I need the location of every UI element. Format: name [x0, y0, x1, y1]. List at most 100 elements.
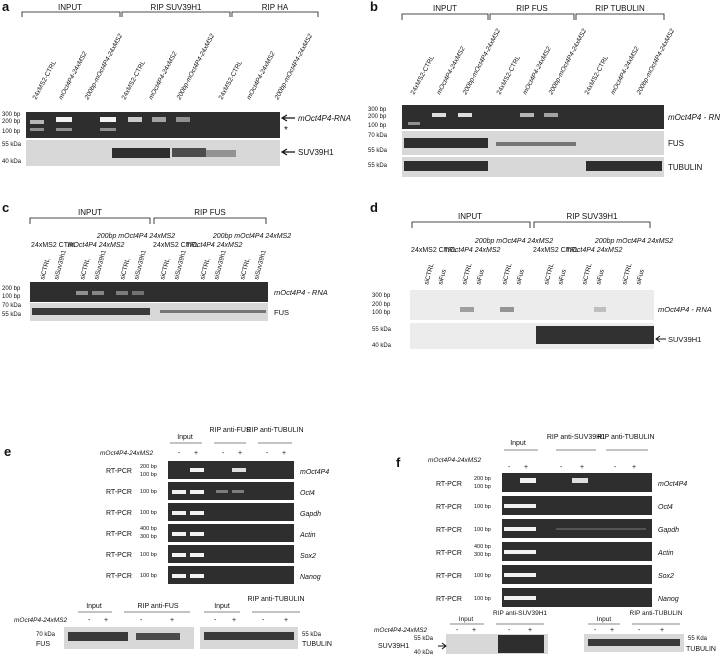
group-label: Input	[510, 440, 526, 447]
sign: +	[610, 627, 614, 634]
method-label: RT-PCR	[436, 573, 462, 580]
lane-label: 200bp-mOct4P4-24xMS2	[175, 33, 216, 102]
lane-label: mOct4P4-24xMS2	[610, 45, 641, 96]
panel-letter: d	[370, 200, 378, 215]
rtpcr-row: RT-PCR 100 bp Oct4	[106, 482, 315, 500]
gene-label: Actin	[657, 550, 674, 557]
marker-label: 55 kDa	[368, 163, 388, 169]
condition-label: 24xMS2 CTRL	[533, 247, 579, 254]
marker-label: 100 bp	[2, 129, 21, 135]
rtpcr-row: RT-PCR 100 bp Gapdh	[106, 503, 321, 521]
marker-label: 300 bp	[140, 534, 157, 540]
marker-label: 100 bp	[474, 573, 491, 579]
marker-label: 400 bp	[474, 544, 491, 550]
method-label: RT-PCR	[436, 550, 462, 557]
lane-label: 200bp-mOct4P4-24xMS2	[461, 28, 502, 97]
lane-label: mOct4P4-24xMS2	[148, 50, 179, 101]
marker-label: 300 bp	[474, 552, 491, 558]
marker-label: 55 kDa	[368, 148, 388, 154]
marker-label: 100 bp	[368, 123, 387, 129]
marker-label: 55 Kda	[688, 636, 708, 642]
lane-label: siFus	[595, 268, 606, 286]
sign: +	[524, 464, 528, 471]
protein-label: FUS	[668, 139, 684, 148]
marker-label: 200 bp	[372, 302, 391, 308]
lane-label: siCTRL	[461, 262, 473, 285]
condition-label: 200bp mOct4P4 24xMS2	[212, 233, 291, 240]
condition-label: mOct4P4 24xMS2	[444, 247, 501, 254]
lane-label: siCTRL	[239, 257, 251, 280]
condition-label: 200bp mOct4P4 24xMS2	[474, 238, 553, 245]
rna-label: mOct4P4 - RNA	[658, 305, 712, 314]
marker-label: 100 bp	[474, 527, 491, 533]
marker-label: 100 bp	[372, 310, 391, 316]
condition-label: mOct4P4 24xMS2	[186, 242, 243, 249]
gene-label: Actin	[299, 532, 316, 539]
sign: +	[282, 450, 286, 457]
lane-label: siCTRL	[423, 262, 435, 285]
arrow-icon	[438, 642, 447, 650]
marker-label: 55 kDa	[302, 632, 322, 638]
marker-label: 55 kDa	[372, 327, 392, 333]
group-label: INPUT	[458, 212, 482, 221]
rtpcr-row: RT-PCR 100 bp Nanog	[436, 588, 679, 607]
sign: -	[594, 627, 597, 634]
group-label: RIP anti-TUBULIN	[247, 596, 304, 603]
asterisk-label: *	[284, 125, 288, 136]
sign: +	[232, 617, 236, 624]
lane-label: siSuv39h1	[173, 249, 188, 281]
arrow-icon	[280, 148, 295, 156]
rtpcr-row: RT-PCR 100 bp Gapdh	[436, 519, 679, 538]
arrow-icon	[655, 335, 666, 343]
method-label: RT-PCR	[106, 510, 132, 517]
rtpcr-row: RT-PCR 100 bp Sox2	[436, 565, 674, 584]
sign: +	[472, 627, 476, 634]
method-label: RT-PCR	[436, 481, 462, 488]
lane-label: mOct4P4-24xMS2	[58, 50, 89, 101]
marker-label: 40 kDa	[372, 343, 392, 349]
marker-label: 100 bp	[474, 484, 491, 490]
lane-label: siSuv39h1	[133, 249, 148, 281]
marker-label: 200 bp	[368, 114, 387, 120]
construct-label: mOct4P4-24xMS2	[14, 617, 67, 624]
rtpcr-row: RT-PCR 400 bp 300 bp Actin	[106, 524, 316, 542]
lane-label: 200bp-mOct4P4-24xMS2	[273, 33, 314, 102]
sign: -	[266, 450, 269, 457]
group-label: Input	[214, 603, 230, 610]
rtpcr-row: RT-PCR 100 bp Oct4	[436, 496, 673, 515]
group-label: RIP FUS	[516, 4, 547, 13]
group-label: RIP anti-SUV39H1	[547, 434, 605, 441]
panel-a: a INPUT RIP SUV39H1 RIP HA 24xMS2-CTRL m…	[2, 0, 351, 166]
lane-label: siSuv39h1	[213, 249, 228, 281]
sign: +	[660, 627, 664, 634]
rna-label: mOct4P4-RNA	[298, 114, 351, 123]
group-label: RIP SUV39H1	[567, 212, 619, 221]
rna-label: mOct4P4 - RNA	[668, 113, 720, 122]
marker-label: 100 bp	[140, 472, 157, 478]
lane-label: 24xMS2-CTRL	[584, 54, 611, 96]
lane-label: siCTRL	[79, 257, 91, 280]
group-label: RIP anti-FUS	[137, 603, 178, 610]
lane-label: 24xMS2-CTRL	[410, 54, 437, 96]
lane-label: siCTRL	[501, 262, 513, 285]
method-label: RT-PCR	[106, 573, 132, 580]
lane-label: mOct4P4-24xMS2	[522, 45, 553, 96]
gene-label: Oct4	[300, 490, 315, 497]
group-label: Input	[459, 616, 474, 623]
lane-label: 24xMS2-CTRL	[121, 59, 148, 101]
sign: +	[580, 464, 584, 471]
group-label: RIP FUS	[194, 208, 225, 217]
marker-label: 100 bp	[140, 573, 157, 579]
method-label: RT-PCR	[106, 552, 132, 559]
marker-label: 400 bp	[140, 526, 157, 532]
sign: -	[508, 464, 511, 471]
gene-label: mOct4P4	[300, 469, 329, 476]
gene-label: Sox2	[658, 573, 674, 580]
lane-label: siCTRL	[159, 257, 171, 280]
rtpcr-row: RT-PCR 200 bp 100 bp mOct4P4	[436, 473, 687, 492]
group-label: INPUT	[433, 4, 457, 13]
sign: -	[508, 627, 511, 634]
marker-label: 100 bp	[140, 489, 157, 495]
method-label: RT-PCR	[106, 468, 132, 475]
condition-label: 24xMS2 CTRL	[31, 242, 77, 249]
